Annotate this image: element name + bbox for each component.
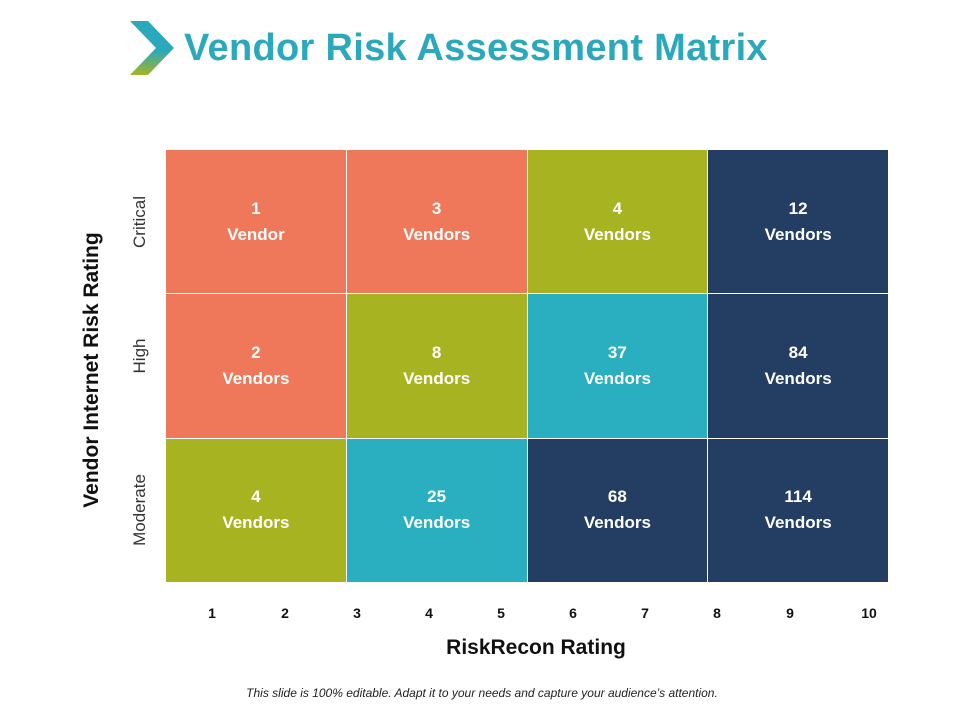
- x-tick-label: 2: [281, 605, 289, 621]
- x-tick-label: 8: [713, 605, 721, 621]
- row-label-moderate: Moderate: [130, 474, 149, 546]
- matrix-cell: 4 Vendors: [527, 150, 708, 294]
- matrix-cell: 37 Vendors: [527, 294, 708, 438]
- vendor-count: 2: [251, 342, 261, 362]
- vendor-count: 68: [607, 487, 627, 507]
- vendor-label: Vendors: [222, 368, 290, 388]
- x-tick-label: 10: [861, 605, 877, 621]
- x-tick-label: 5: [497, 605, 505, 621]
- row-label-critical: Critical: [130, 196, 149, 248]
- vendor-count: 37: [607, 342, 627, 362]
- vendor-label: Vendors: [583, 368, 651, 388]
- vendor-count: 1: [251, 198, 261, 218]
- matrix-cell: 2 Vendors: [166, 294, 346, 438]
- x-axis-title: RiskRecon Rating: [446, 636, 626, 659]
- x-tick-label: 9: [786, 605, 794, 621]
- vendor-count: 8: [431, 342, 442, 362]
- title-bar: Vendor Risk Assessment Matrix: [130, 18, 768, 78]
- footer-note: This slide is 100% editable. Adapt it to…: [246, 686, 718, 700]
- vendor-count: 3: [431, 198, 442, 218]
- vendor-count: 12: [788, 198, 808, 218]
- x-tick-label: 3: [353, 605, 361, 621]
- page-title: Vendor Risk Assessment Matrix: [184, 26, 768, 69]
- matrix-cell: 1 Vendor: [166, 150, 346, 294]
- vendor-label: Vendors: [222, 513, 290, 533]
- vendor-label: Vendors: [583, 513, 651, 533]
- risk-matrix: 1 Vendor 3 Vendors 4 Vendors 12 Vendors …: [166, 150, 888, 582]
- matrix-cell: 114 Vendors: [708, 438, 888, 582]
- vendor-label: Vendors: [403, 224, 471, 244]
- matrix-cell: 68 Vendors: [527, 438, 708, 582]
- vendor-label: Vendor: [227, 224, 285, 244]
- vendor-count: 25: [427, 487, 447, 507]
- matrix-cell: 12 Vendors: [708, 150, 888, 294]
- matrix-cell: 84 Vendors: [708, 294, 888, 438]
- vendor-count: 114: [784, 487, 812, 507]
- row-label-high: High: [130, 338, 149, 374]
- x-tick-label: 1: [208, 605, 216, 621]
- chevron-right-icon: [130, 21, 174, 75]
- vendor-label: Vendors: [764, 368, 832, 388]
- vendor-count: 4: [612, 198, 623, 218]
- x-tick-label: 7: [641, 605, 649, 621]
- vendor-label: Vendors: [583, 224, 651, 244]
- x-tick-label: 6: [569, 605, 577, 621]
- x-tick-label: 4: [425, 605, 433, 621]
- vendor-label: Vendors: [403, 513, 471, 533]
- y-axis-title: Vendor Internet Risk Rating: [80, 232, 103, 508]
- vendor-count: 84: [788, 342, 808, 362]
- vendor-count: 4: [251, 487, 261, 507]
- vendor-label: Vendors: [403, 368, 471, 388]
- matrix-cell: 3 Vendors: [346, 150, 527, 294]
- vendor-label: Vendors: [764, 224, 832, 244]
- matrix-cell: 8 Vendors: [346, 294, 527, 438]
- matrix-cell: 4 Vendors: [166, 438, 346, 582]
- matrix-cell: 25 Vendors: [346, 438, 527, 582]
- vendor-label: Vendors: [764, 513, 832, 533]
